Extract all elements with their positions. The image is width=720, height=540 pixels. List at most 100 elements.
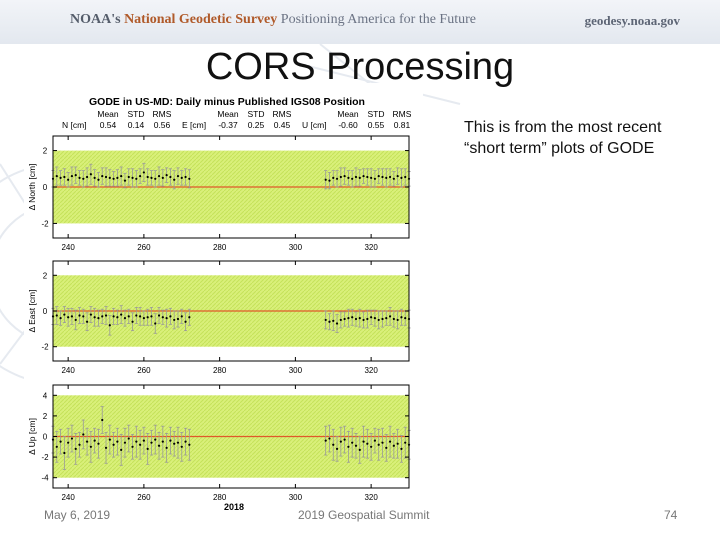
banner: NOAA's National Geodetic Survey Position… xyxy=(0,0,720,44)
data-point xyxy=(120,174,123,178)
panel-north: -2 0 2 240 260 280 300 320 Δ North [cm] xyxy=(27,135,411,252)
data-point xyxy=(116,316,119,319)
data-point xyxy=(123,317,127,320)
data-point xyxy=(93,316,96,319)
data-point xyxy=(188,443,191,446)
data-point xyxy=(188,316,191,319)
data-point xyxy=(78,443,81,446)
data-point xyxy=(335,177,339,180)
data-point xyxy=(362,174,365,178)
footer-date: May 6, 2019 xyxy=(44,508,111,522)
data-point xyxy=(70,174,74,178)
data-point xyxy=(161,316,164,319)
data-point xyxy=(165,446,168,449)
stat-header-mean-north: Mean xyxy=(97,109,119,119)
y-tick-label: 0 xyxy=(43,307,48,316)
data-point xyxy=(120,313,123,316)
data-point xyxy=(396,442,399,445)
x-tick-label: 240 xyxy=(61,493,75,502)
y-tick-label: -2 xyxy=(41,343,49,352)
stat-mean-up: -0.60 xyxy=(338,120,358,130)
data-point xyxy=(343,317,346,321)
data-point xyxy=(89,173,92,176)
stat-header-std-up: STD xyxy=(368,109,385,119)
chart-figure: GODE in US-MD: Daily minus Published IGS… xyxy=(24,83,423,515)
banner-ngs: National Geodetic Survey xyxy=(124,12,278,27)
y-tick-label: -2 xyxy=(41,453,49,462)
stat-rms-north: 0.56 xyxy=(154,120,171,130)
data-point xyxy=(85,320,89,323)
data-point xyxy=(161,176,164,179)
data-point xyxy=(392,177,395,180)
data-point xyxy=(97,317,100,320)
data-point xyxy=(400,316,403,319)
data-point xyxy=(180,445,183,448)
data-point xyxy=(343,174,346,178)
data-point xyxy=(362,318,365,322)
data-point xyxy=(63,313,66,316)
data-point xyxy=(381,317,384,321)
x-tick-label: 320 xyxy=(364,493,378,502)
data-point xyxy=(176,441,180,444)
data-point xyxy=(78,314,81,317)
y-tick-label: 0 xyxy=(43,433,48,442)
data-point xyxy=(358,448,361,451)
stat-header-rms-up: RMS xyxy=(393,109,412,119)
x-tick-label: 280 xyxy=(213,366,227,375)
data-point xyxy=(55,445,58,448)
data-point xyxy=(351,441,354,444)
data-point xyxy=(377,174,380,178)
data-point xyxy=(116,176,119,179)
y-tick-label: 4 xyxy=(43,391,48,400)
data-point xyxy=(139,443,142,446)
stat-std-north: 0.14 xyxy=(128,120,145,130)
data-point xyxy=(332,319,335,322)
data-point xyxy=(404,317,407,320)
data-point xyxy=(335,322,339,325)
data-point xyxy=(324,439,327,442)
data-point xyxy=(354,444,358,447)
data-point xyxy=(173,318,176,322)
data-point xyxy=(85,440,89,443)
data-point xyxy=(157,174,161,178)
data-point xyxy=(351,177,354,180)
banner-tagline: Positioning America for the Future xyxy=(280,12,476,27)
data-point xyxy=(67,316,70,319)
data-point xyxy=(146,175,149,179)
x-tick-label: 320 xyxy=(364,243,378,252)
panel-up: -4 -2 0 2 4 240 260 280 300 320 Δ Up [cm] xyxy=(27,384,411,502)
stat-header-std-north: STD xyxy=(128,109,145,119)
data-point xyxy=(97,442,100,445)
data-point xyxy=(347,176,350,179)
data-point xyxy=(165,317,168,320)
data-point xyxy=(59,317,62,320)
data-point xyxy=(101,418,104,422)
data-point xyxy=(332,443,335,446)
data-point xyxy=(154,177,157,180)
data-point xyxy=(328,437,331,440)
data-point xyxy=(351,316,354,319)
data-point xyxy=(135,440,138,443)
data-point xyxy=(404,441,407,444)
data-point xyxy=(343,438,346,441)
data-point xyxy=(180,176,183,179)
data-point xyxy=(370,316,373,319)
stat-mean-east: -0.37 xyxy=(218,120,238,130)
data-point xyxy=(347,445,350,448)
data-point xyxy=(176,174,180,178)
data-point xyxy=(377,318,380,322)
data-point xyxy=(154,438,157,441)
stat-mean-north: 0.54 xyxy=(100,120,117,130)
data-point xyxy=(93,439,96,442)
data-point xyxy=(388,315,392,318)
data-point xyxy=(173,178,176,181)
data-point xyxy=(184,320,187,323)
data-point xyxy=(108,324,111,327)
data-point xyxy=(67,441,70,444)
data-point xyxy=(381,441,384,444)
data-point xyxy=(135,177,138,180)
data-point xyxy=(142,317,145,320)
slide-note-line-1: This is from the most recent xyxy=(464,119,662,136)
data-point xyxy=(112,443,115,446)
